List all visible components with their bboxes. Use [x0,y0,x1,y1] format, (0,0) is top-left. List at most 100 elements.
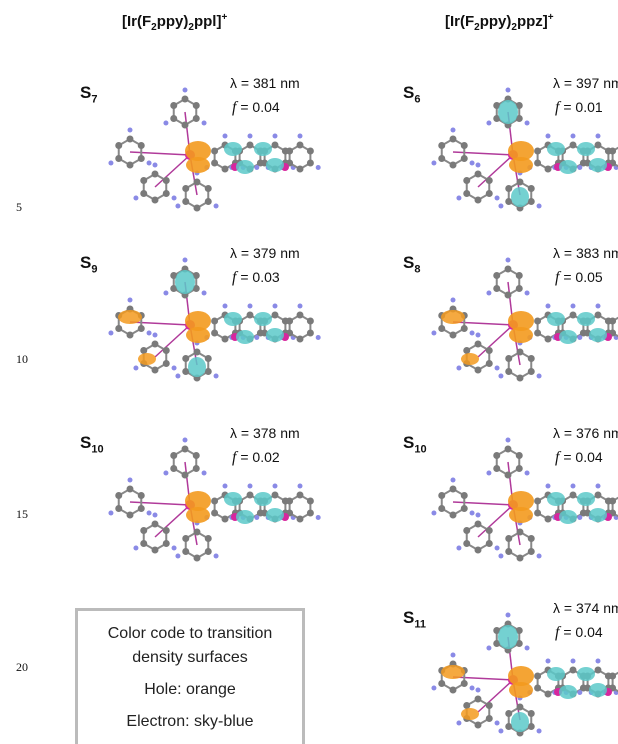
atom [475,547,482,554]
atom [152,547,159,554]
h-atom [486,121,491,126]
atom [194,205,201,212]
state-label: S9 [80,253,97,275]
atom [505,355,512,362]
atom [163,540,170,547]
f-value: = 0.05 [563,269,602,285]
h-atom [456,196,461,201]
electron-surface [547,492,565,506]
h-atom [248,134,253,139]
title-part: [Ir(F [122,13,151,30]
electron-surface [224,312,242,326]
oscillator-strength: f = 0.04 [555,624,603,642]
h-atom [456,546,461,551]
h-atom [486,291,491,296]
atom [461,680,468,687]
atom [450,332,457,339]
atom [595,492,602,499]
electron-surface [266,158,284,172]
atom [438,680,445,687]
atom [475,367,482,374]
h-atom [476,688,481,693]
atom [595,142,602,149]
f-symbol: f [555,624,559,641]
atom [545,691,552,698]
electron-surface [236,160,254,174]
h-atom [571,484,576,489]
electron-surface [589,683,607,697]
hole-surface [441,310,465,324]
oscillator-strength: f = 0.03 [232,269,280,287]
atom [182,198,189,205]
atom [247,142,254,149]
state-letter: S [403,433,414,452]
h-atom [108,161,113,166]
atom [297,516,304,523]
h-atom [486,646,491,651]
state-index: 8 [414,263,420,275]
atom [609,498,616,505]
atom [438,142,445,149]
electron-surface [236,330,254,344]
atom [505,292,512,299]
atom [297,336,304,343]
column-title: [Ir(F2ppy)2ppl]+ [122,12,227,33]
atom [152,197,159,204]
atom [475,696,482,703]
atom [211,318,218,325]
atom [505,368,512,375]
state-label: S11 [403,608,426,630]
bond [130,502,190,505]
line-number: 5 [16,200,22,215]
h-atom [546,659,551,664]
atom [138,142,145,149]
atom [528,355,535,362]
column-title: [Ir(F2ppy)2ppz]+ [445,12,554,33]
atom [140,347,147,354]
f-symbol: f [232,449,236,466]
atom [115,505,122,512]
h-atom [571,659,576,664]
atom [297,492,304,499]
h-atom [470,686,475,691]
h-atom [498,729,503,734]
atom [534,160,541,167]
atom [545,516,552,523]
atom [163,360,170,367]
atom [247,312,254,319]
atom [486,715,493,722]
atom [505,472,512,479]
atom [297,312,304,319]
electron-surface [577,312,595,326]
bond [130,322,190,325]
h-atom [273,304,278,309]
atom [534,673,541,680]
atom [152,171,159,178]
f-symbol: f [555,269,559,286]
h-atom [172,546,177,551]
hole-surface [441,665,465,679]
bond [478,325,513,357]
h-atom [248,484,253,489]
bond [453,502,513,505]
f-value: = 0.03 [240,269,279,285]
atom [222,166,229,173]
atom [463,190,470,197]
f-symbol: f [555,449,559,466]
h-atom [525,471,530,476]
atom [115,492,122,499]
title-part: ppz] [517,13,548,30]
atom [182,185,189,192]
atom [438,505,445,512]
h-atom [128,478,133,483]
h-atom [495,546,500,551]
atom [475,171,482,178]
bond [478,505,513,537]
h-atom [172,196,177,201]
figure: Color code to transitiondensity surfaces… [0,0,618,744]
f-value: = 0.04 [563,449,602,465]
electron-surface [498,100,518,124]
atom [286,498,293,505]
atom [516,285,523,292]
electron-surface [559,160,577,174]
